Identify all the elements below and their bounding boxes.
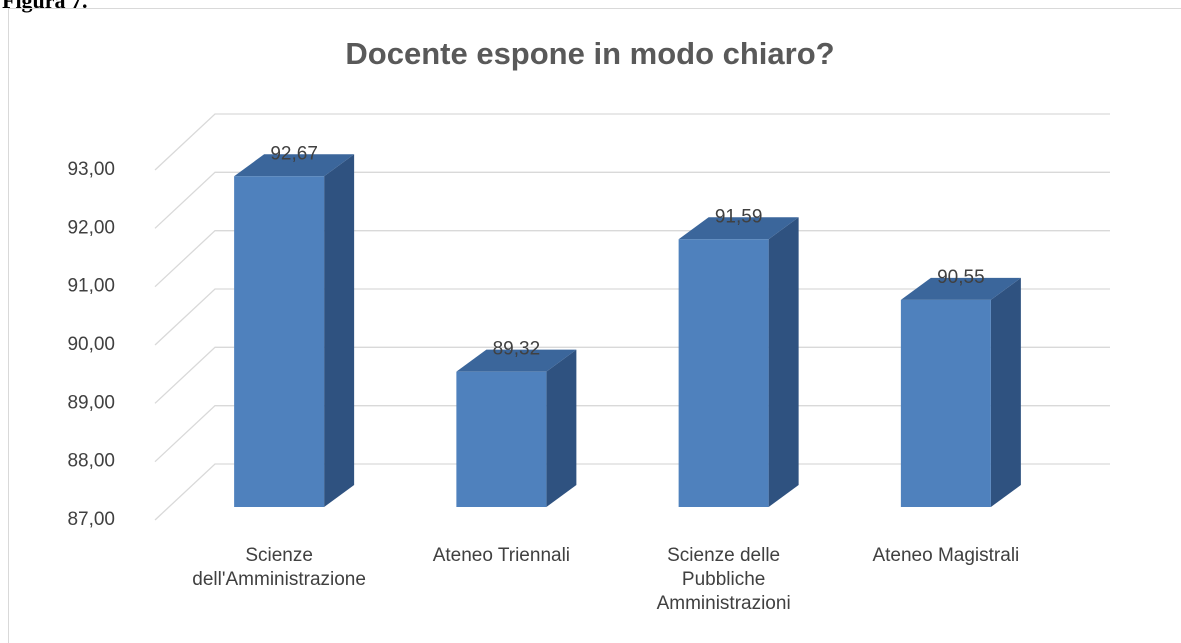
grid-line	[154, 346, 1110, 404]
x-tick-label: Scienze delle Pubbliche Amministrazioni	[656, 545, 791, 614]
bar-top	[234, 154, 355, 177]
chart-title: Docente espone in modo chiaro?	[345, 36, 834, 71]
y-tick-label: 90,00	[67, 334, 115, 355]
bar	[678, 239, 769, 507]
data-label: 90,55	[937, 267, 985, 288]
data-label: 92,67	[270, 143, 318, 164]
y-tick-label: 92,00	[67, 217, 115, 238]
chart-border	[8, 8, 1181, 643]
grid-line	[154, 230, 1110, 288]
bar-top	[456, 349, 577, 372]
grid-line	[154, 463, 1110, 521]
y-tick-label: 93,00	[67, 159, 115, 180]
y-tick-label: 89,00	[67, 392, 115, 413]
bar	[900, 299, 991, 507]
bar-top	[900, 277, 1021, 300]
y-tick-label: 91,00	[67, 276, 115, 297]
bar-top	[678, 217, 799, 240]
bar	[456, 371, 547, 507]
y-tick-label: 87,00	[67, 509, 115, 530]
bar-side	[324, 154, 355, 507]
grid-line	[154, 405, 1110, 463]
grid-line	[154, 288, 1110, 346]
y-tick-label: 88,00	[67, 451, 115, 472]
data-label: 89,32	[493, 339, 541, 360]
data-label: 91,59	[715, 206, 763, 227]
grid-line	[154, 171, 1110, 229]
bar-side	[546, 349, 577, 507]
x-tick-label: Scienze dell'Amministrazione	[192, 545, 366, 590]
figure-label: Figura 7.	[2, 0, 88, 13]
grid-line	[154, 113, 1110, 171]
bar	[234, 176, 325, 507]
x-tick-label: Ateneo Magistrali	[872, 545, 1020, 566]
bar-side	[768, 217, 799, 507]
x-tick-label: Ateneo Triennali	[432, 545, 571, 566]
bar-side	[990, 277, 1021, 507]
